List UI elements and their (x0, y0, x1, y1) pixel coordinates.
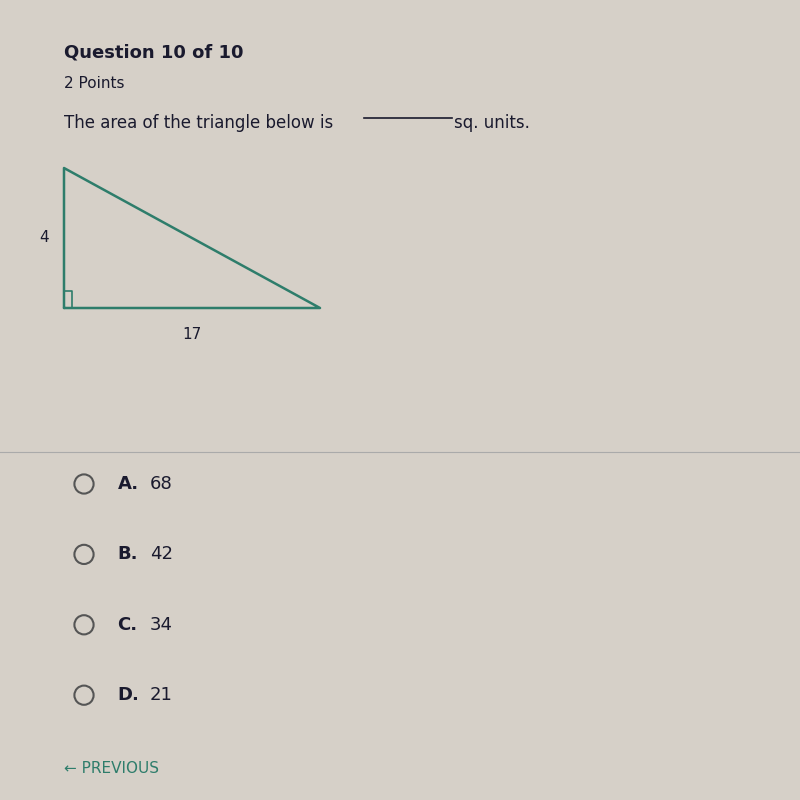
Text: 17: 17 (182, 327, 202, 342)
Text: The area of the triangle below is: The area of the triangle below is (64, 114, 334, 131)
Text: ← PREVIOUS: ← PREVIOUS (64, 761, 159, 776)
Text: B.: B. (118, 546, 138, 563)
Text: 21: 21 (150, 686, 173, 704)
Text: C.: C. (118, 616, 138, 634)
Text: 4: 4 (39, 230, 49, 246)
Text: D.: D. (118, 686, 139, 704)
Text: Question 10 of 10: Question 10 of 10 (64, 44, 243, 62)
Text: 34: 34 (150, 616, 173, 634)
Text: A.: A. (118, 475, 138, 493)
Text: sq. units.: sq. units. (454, 114, 530, 131)
Text: 68: 68 (150, 475, 172, 493)
Text: 42: 42 (150, 546, 173, 563)
Text: 2 Points: 2 Points (64, 76, 125, 91)
